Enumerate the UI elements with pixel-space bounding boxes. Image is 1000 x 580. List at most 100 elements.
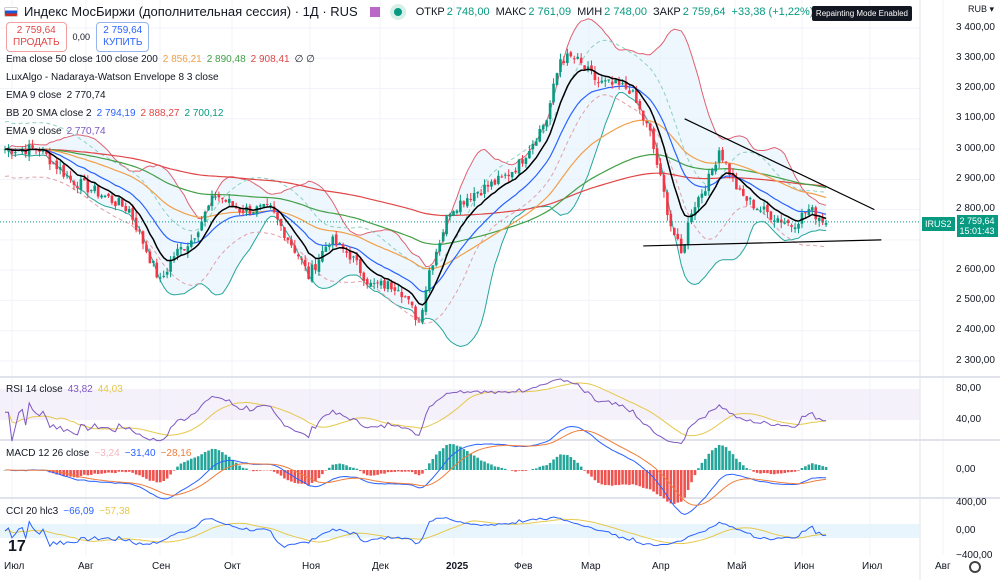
macd-histogram-bar (762, 470, 766, 474)
candle (600, 80, 604, 83)
candle (441, 232, 445, 242)
candle (514, 170, 517, 173)
macd-histogram-bar (621, 470, 624, 485)
candle (7, 148, 10, 152)
candle (76, 186, 79, 189)
macd-histogram-bar (466, 451, 469, 470)
buy-button[interactable]: 2 759,64 КУПИТЬ (96, 22, 150, 52)
legend-nadaraya[interactable]: LuxAlgo - Nadaraya-Watson Envelope 8 3 c… (6, 72, 219, 83)
candle (676, 233, 680, 239)
legend-ema9-2[interactable]: EMA 9 close 2 770,74 (6, 126, 106, 137)
candle (397, 290, 400, 292)
macd-histogram-bar (548, 462, 552, 470)
legend-rsi[interactable]: RSI 14 close 43,82 44,03 (6, 384, 123, 395)
candle (576, 56, 579, 59)
macd-histogram-bar (414, 470, 417, 475)
candle (469, 198, 473, 200)
symbol-title[interactable]: Индекс МосБиржи (дополнительная сессия) … (24, 4, 358, 19)
candle (393, 287, 397, 291)
high-label: МАКС (495, 5, 527, 18)
candle (462, 201, 466, 205)
macd-histogram-bar (752, 470, 755, 472)
macd-histogram-bar (804, 466, 807, 470)
indicator-axis-label: 80,00 (956, 383, 982, 394)
macd-histogram-bar (728, 450, 731, 470)
macd-histogram-bar (438, 451, 441, 470)
candle (790, 225, 793, 227)
macd-histogram-bar (127, 470, 131, 472)
candle (96, 186, 100, 197)
ema100-line (5, 148, 827, 245)
candle (697, 197, 700, 208)
candle (117, 198, 121, 206)
macd-histogram-bar (773, 470, 776, 475)
close-label: ЗАКР (652, 5, 681, 18)
candle (593, 71, 597, 81)
candle (255, 206, 259, 215)
macd-line (4, 425, 827, 516)
macd-histogram-bar (131, 470, 134, 473)
settings-gear-icon[interactable] (969, 561, 981, 573)
legend-ema3[interactable]: Ema close 50 close 100 close 200 2 856,21… (6, 54, 315, 65)
macd-histogram-bar (338, 463, 341, 470)
macd-histogram-bar (403, 470, 407, 472)
macd-histogram-bar (724, 447, 728, 470)
candle (586, 66, 590, 70)
candle (752, 199, 755, 209)
macd-histogram-bar (524, 470, 528, 471)
macd-histogram-bar (797, 470, 800, 471)
macd-histogram-bar (369, 470, 372, 476)
candle (679, 238, 683, 254)
candle (486, 184, 490, 187)
macd-histogram-bar (286, 470, 290, 481)
macd-histogram-bar (648, 470, 652, 490)
macd-histogram-bar (397, 470, 400, 472)
tradingview-logo[interactable]: 17 (8, 538, 26, 555)
candle (83, 178, 86, 181)
macd-histogram-bar (824, 466, 828, 470)
macd-histogram-bar (676, 470, 680, 503)
candle (145, 244, 148, 252)
candle (535, 141, 538, 146)
candle (762, 206, 766, 210)
legend-value: 44,03 (97, 384, 123, 395)
macd-histogram-bar (303, 470, 307, 484)
macd-histogram-bar (334, 464, 338, 470)
macd-histogram-bar (317, 470, 321, 479)
legend-name: EMA 9 close (6, 90, 62, 101)
candle (445, 216, 448, 235)
candle (183, 248, 186, 251)
candle (804, 212, 807, 214)
currency-select[interactable]: RUB ▾ (967, 4, 994, 14)
legend-cci[interactable]: CCI 20 hlc3 −66,09 −57,38 (6, 506, 130, 517)
candle (196, 232, 200, 238)
sell-button[interactable]: 2 759,64 ПРОДАТЬ (6, 22, 67, 52)
macd-histogram-bar (579, 466, 583, 470)
candle (317, 259, 321, 272)
legend-macd[interactable]: MACD 12 26 close −3,24 −31,40 −28,16 (6, 448, 191, 459)
candle (279, 218, 283, 226)
candle (231, 201, 234, 206)
candle (490, 181, 493, 187)
macd-histogram-bar (731, 454, 735, 470)
legend-bb[interactable]: BB 20 SMA close 2 2 794,19 2 888,27 2 700,1… (6, 108, 223, 119)
candle (769, 211, 773, 220)
macd-histogram-bar (162, 470, 165, 481)
legend-name: RSI 14 close (6, 384, 63, 395)
legend-ema9[interactable]: EMA 9 close 2 770,74 (6, 90, 106, 101)
candle (579, 57, 583, 64)
macd-histogram-bar (331, 464, 335, 470)
macd-histogram-bar (666, 470, 669, 502)
candle (414, 306, 417, 320)
sell-price: 2 759,64 (16, 25, 56, 36)
macd-histogram-bar (624, 470, 628, 485)
candle (524, 158, 528, 164)
macd-histogram-bar (279, 470, 283, 476)
cci-band (0, 524, 920, 538)
macd-histogram-bar (593, 470, 597, 481)
rsi-band (0, 389, 920, 420)
candle (610, 81, 614, 85)
macd-histogram-bar (69, 470, 72, 477)
macd-histogram-bar (352, 467, 355, 470)
